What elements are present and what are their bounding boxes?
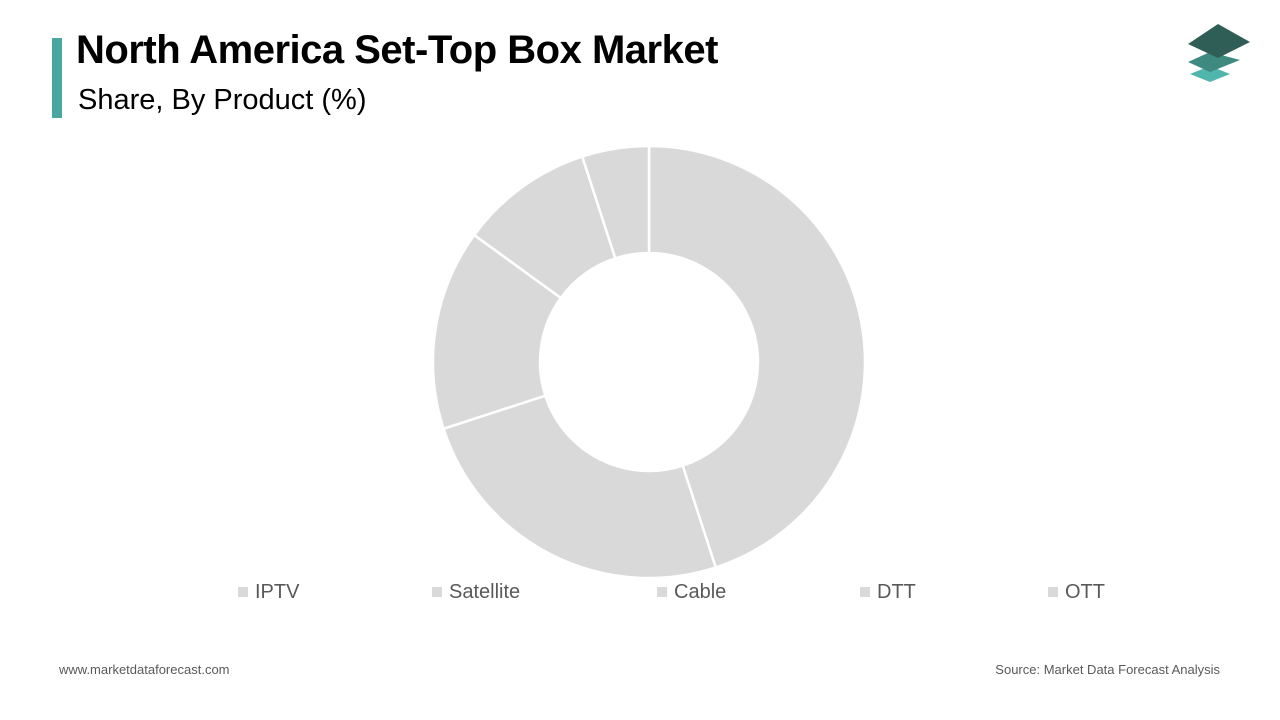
- legend-item-dtt: DTT: [860, 581, 916, 603]
- slice-cable: [431, 233, 563, 431]
- chart-title: North America Set-Top Box Market: [76, 28, 718, 72]
- logo-layer-middle: [1188, 52, 1240, 72]
- slice-satellite: [441, 394, 718, 580]
- legend-label: Cable: [674, 580, 727, 603]
- legend-swatch: [1048, 587, 1058, 597]
- legend-label: Satellite: [449, 580, 521, 603]
- legend-label: DTT: [877, 580, 916, 603]
- title-accent-bar: [52, 38, 62, 118]
- logo-layer-top: [1188, 24, 1250, 58]
- slice-iptv: [647, 144, 867, 570]
- stacked-layers-icon: [1188, 24, 1250, 82]
- legend-item-satellite: Satellite: [432, 581, 520, 603]
- legend-item-cable: Cable: [657, 581, 726, 603]
- legend-label: OTT: [1065, 580, 1105, 603]
- chart-subtitle: Share, By Product (%): [78, 84, 367, 116]
- legend-swatch: [657, 587, 667, 597]
- logo-layer-bottom: [1190, 66, 1230, 82]
- legend-label: IPTV: [255, 580, 300, 603]
- legend-item-iptv: IPTV: [238, 581, 299, 603]
- legend-swatch: [860, 587, 870, 597]
- slice-ott: [580, 144, 651, 260]
- legend-swatch: [238, 587, 248, 597]
- footer-source: Source: Market Data Forecast Analysis: [995, 662, 1220, 677]
- legend-swatch: [432, 587, 442, 597]
- legend-item-ott: OTT: [1048, 581, 1105, 603]
- footer-website: www.marketdataforecast.com: [59, 662, 230, 677]
